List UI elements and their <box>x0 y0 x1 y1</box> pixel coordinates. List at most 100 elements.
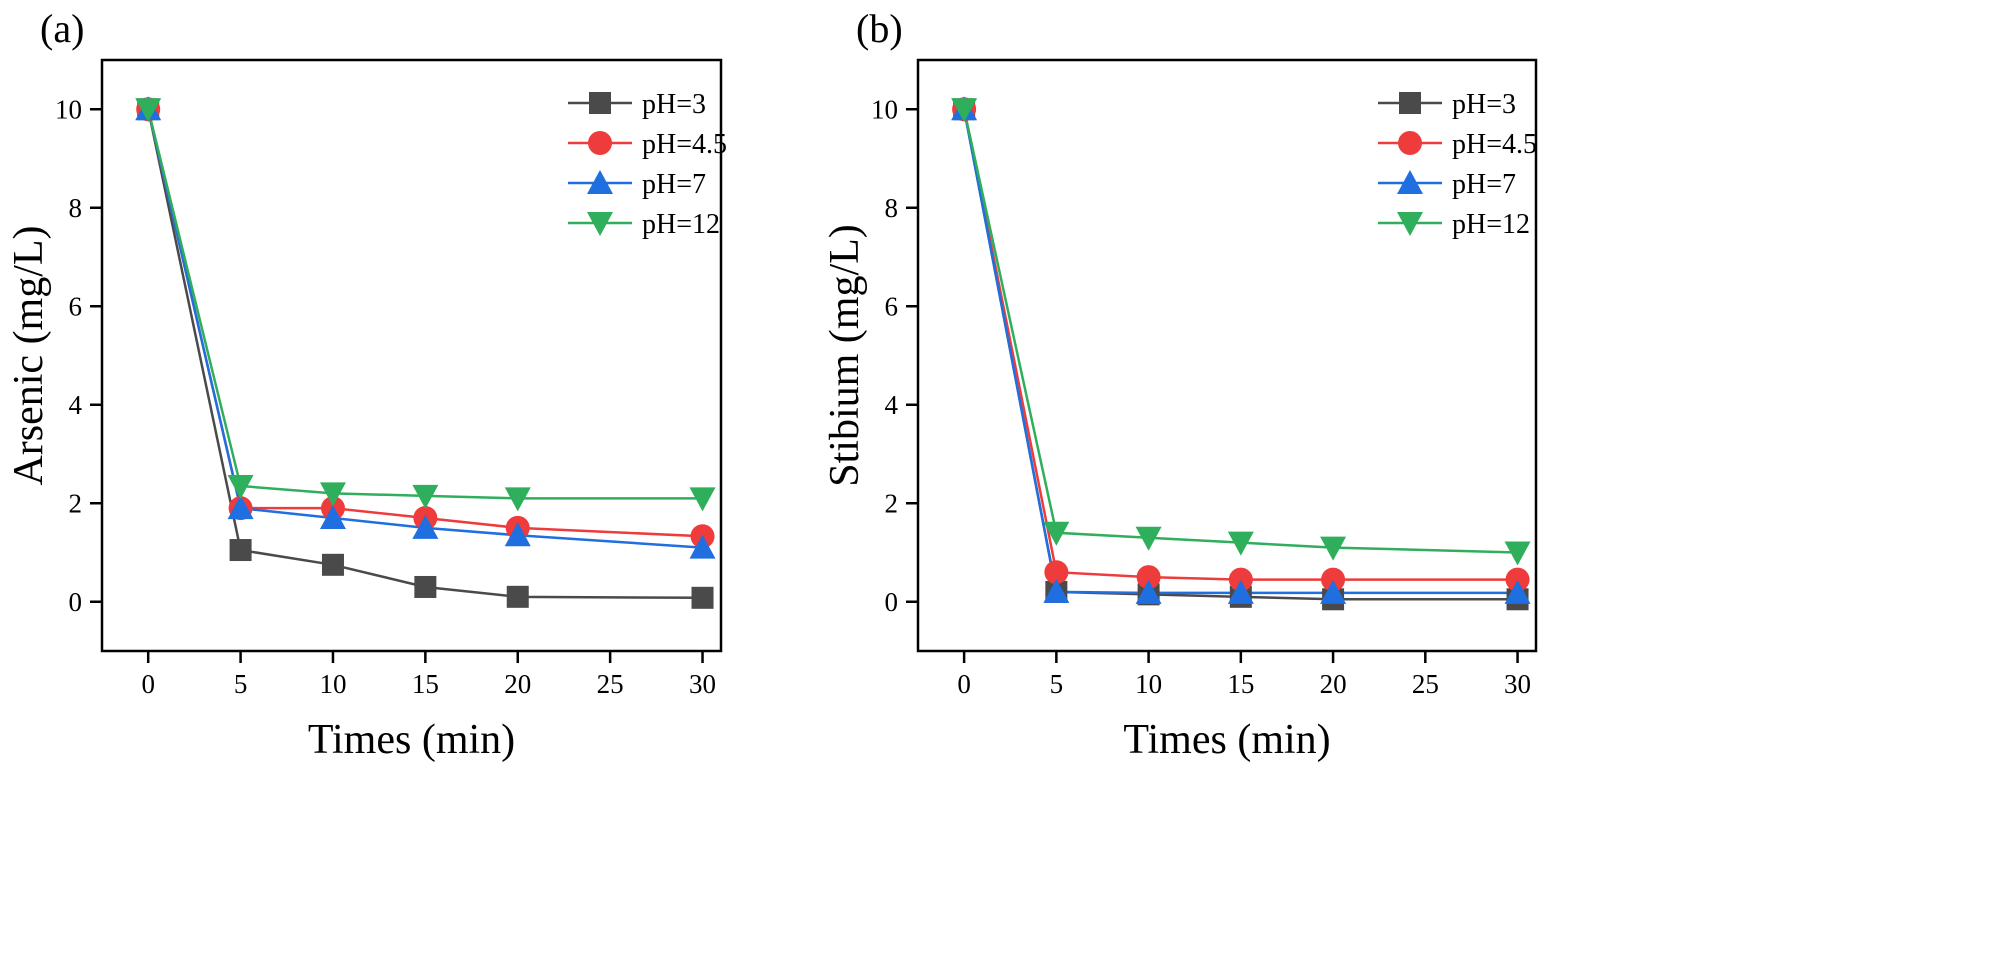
data-point <box>1505 567 1530 592</box>
series-pH=7 <box>146 108 703 549</box>
x-tick-label: 5 <box>1050 669 1064 699</box>
y-tick-label: 0 <box>69 587 83 617</box>
legend-marker <box>589 92 611 114</box>
series-markers-pH=12 <box>951 98 1531 566</box>
x-tick-label: 25 <box>597 669 624 699</box>
y-tick-label: 10 <box>55 94 82 124</box>
y-axis-title: Stibium (mg/L) <box>822 224 868 487</box>
legend-label: pH=7 <box>1452 169 1516 200</box>
panel-label: (b) <box>856 6 903 51</box>
y-tick-label: 6 <box>885 291 899 321</box>
x-tick-label: 30 <box>1504 669 1531 699</box>
y-tick-label: 10 <box>871 94 898 124</box>
x-tick-label: 10 <box>1135 669 1162 699</box>
data-point <box>1043 521 1070 546</box>
series-line <box>146 108 703 549</box>
data-point <box>504 487 531 512</box>
x-axis-title: Times (min) <box>1123 717 1330 763</box>
series-line <box>962 109 1518 581</box>
legend-marker <box>588 131 612 155</box>
data-point <box>1320 579 1347 604</box>
x-tick-label: 10 <box>319 669 346 699</box>
data-point <box>504 522 531 547</box>
series-markers-pH=7 <box>951 96 1531 604</box>
panel-label: (a) <box>40 6 84 51</box>
x-tick-label: 25 <box>1412 669 1439 699</box>
x-axis-title: Times (min) <box>308 717 515 763</box>
plot-frame <box>100 58 723 653</box>
legend-marker <box>1397 212 1423 236</box>
data-point <box>1228 567 1253 592</box>
data-point <box>1135 526 1162 551</box>
legend: pH=3 pH=4.5 pH=7 pH=12 <box>1378 89 1537 240</box>
series-pH=4.5 <box>962 109 1518 581</box>
data-point <box>1504 541 1531 566</box>
data-point <box>227 475 254 500</box>
data-point <box>1043 578 1070 603</box>
plot-frame <box>916 58 1538 653</box>
data-point <box>1320 536 1347 561</box>
series-line <box>962 109 1518 595</box>
legend-label: pH=7 <box>642 169 706 200</box>
series-markers-pH=4.5 <box>136 97 715 549</box>
x-tick-label: 15 <box>412 669 439 699</box>
data-point <box>1321 567 1346 592</box>
legend-label: pH=4.5 <box>642 129 727 160</box>
data-point <box>319 482 346 507</box>
series-markers-pH=7 <box>135 96 716 559</box>
series-pH=7 <box>962 109 1518 595</box>
data-point <box>689 534 716 559</box>
y-tick-label: 0 <box>885 587 899 617</box>
y-tick-label: 2 <box>885 488 899 518</box>
data-point <box>412 514 439 539</box>
data-point <box>229 539 252 562</box>
legend-label: pH=4.5 <box>1452 129 1537 160</box>
data-point <box>951 98 978 123</box>
legend-label: pH=3 <box>1452 89 1516 120</box>
y-axis-title: Arsenic (mg/L) <box>6 225 52 485</box>
series-markers-pH=12 <box>135 98 716 512</box>
series-pH=12 <box>962 108 1518 554</box>
data-point <box>1135 579 1162 604</box>
data-point <box>414 575 437 598</box>
panel-b: (b) 0 5 10 15 20 25 30 0 2 4 6 8 10 Times (min) Stibium… <box>822 6 1538 763</box>
series-line <box>146 108 703 500</box>
data-point <box>412 484 439 509</box>
legend-label: pH=12 <box>1452 209 1530 240</box>
series-line <box>962 108 1518 554</box>
data-point <box>1227 579 1254 604</box>
data-point <box>1044 560 1069 585</box>
y-tick-label: 6 <box>69 291 83 321</box>
data-point <box>227 495 254 520</box>
legend-label: pH=3 <box>642 89 706 120</box>
x-tick-label: 15 <box>1227 669 1254 699</box>
data-point <box>1136 565 1161 590</box>
legend-marker <box>587 212 613 236</box>
y-tick-label: 2 <box>69 488 83 518</box>
x-tick-label: 0 <box>957 669 971 699</box>
x-tick-label: 0 <box>141 669 155 699</box>
data-point <box>691 586 714 609</box>
legend-label: pH=12 <box>642 209 720 240</box>
series-pH=3 <box>146 108 703 600</box>
legend-marker <box>587 170 613 194</box>
legend-marker <box>1398 131 1422 155</box>
data-point <box>321 553 344 576</box>
x-tick-label: 20 <box>1320 669 1347 699</box>
data-point <box>506 585 529 608</box>
data-point <box>319 505 346 530</box>
y-tick-label: 4 <box>885 390 899 420</box>
series-markers-pH=4.5 <box>952 97 1530 592</box>
series-line <box>146 108 703 600</box>
x-tick-label: 20 <box>504 669 531 699</box>
y-tick-label: 8 <box>885 193 899 223</box>
x-tick-label: 5 <box>234 669 248 699</box>
panel-a: (a) 0 5 10 15 20 25 30 0 2 4 6 8 10 Times (min) Arsenic… <box>6 6 727 763</box>
x-tick-label: 30 <box>689 669 716 699</box>
legend-marker <box>1397 170 1423 194</box>
legend: pH=3 pH=4.5 pH=7 pH=12 <box>568 89 727 240</box>
y-tick-label: 4 <box>69 390 83 420</box>
data-point <box>135 98 162 123</box>
series-pH=12 <box>146 108 703 500</box>
